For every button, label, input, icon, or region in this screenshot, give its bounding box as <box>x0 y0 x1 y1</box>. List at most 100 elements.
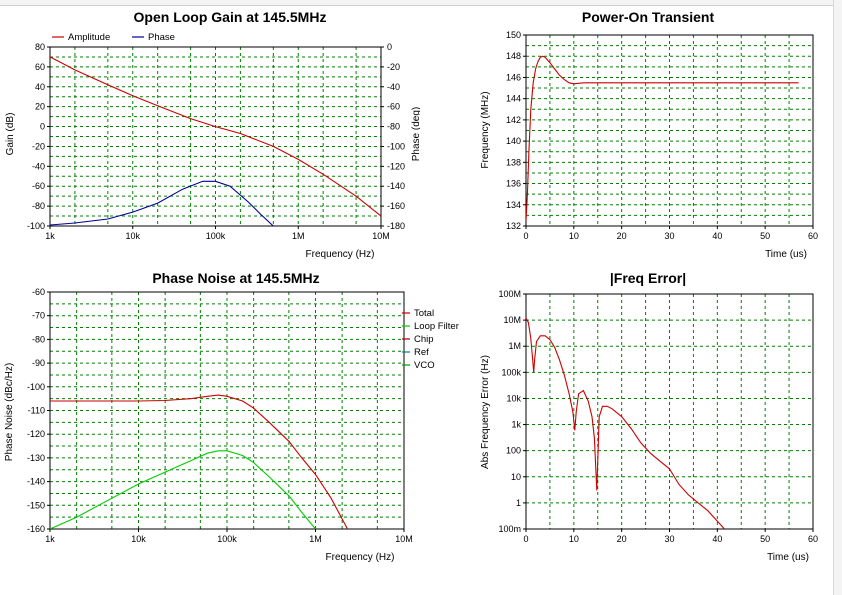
x-axis-label: Frequency (Hz) <box>326 552 395 563</box>
x-tick-label: 30 <box>664 231 674 241</box>
grid-lines <box>526 294 813 529</box>
y-axis-label: Phase Noise (dBc/Hz) <box>4 363 15 461</box>
y-tick-label: 60 <box>35 62 45 72</box>
y-tick-label: 20 <box>35 102 45 112</box>
x-tick-label: 10M <box>372 231 390 241</box>
series-line-loop-filter <box>50 450 316 529</box>
y-axis-label: Abs Frequency Error (Hz) <box>480 355 491 469</box>
y-tick-label: -160 <box>27 524 45 534</box>
x-tick-label: 40 <box>712 534 722 544</box>
x-tick-label: 30 <box>664 534 674 544</box>
y-tick-label: 136 <box>506 179 521 189</box>
series-line-amplitude <box>50 56 381 217</box>
y2-tick-label: -100 <box>387 141 405 151</box>
y-tick-label: 146 <box>506 72 521 82</box>
y-tick-label: 100M <box>498 289 521 299</box>
chart-title: |Freq Error| <box>610 270 686 286</box>
x-tick-label: 50 <box>760 534 770 544</box>
y-tick-label: -130 <box>27 453 45 463</box>
legend-label: Loop Filter <box>414 321 459 332</box>
y-tick-label: 10 <box>511 472 521 482</box>
chart-title: Phase Noise at 145.5MHz <box>152 270 319 286</box>
x-tick-label: 1M <box>292 231 305 241</box>
x-tick-label: 60 <box>808 231 818 241</box>
y2-tick-label: -60 <box>387 102 400 112</box>
x-tick-label: 10 <box>569 231 579 241</box>
x-tick-label: 0 <box>523 231 528 241</box>
y2-tick-label: -160 <box>387 201 405 211</box>
y-tick-label: 10M <box>503 315 521 325</box>
y2-tick-label: -80 <box>387 122 400 132</box>
legend-label: Chip <box>414 334 434 345</box>
y-tick-label: -150 <box>27 500 45 510</box>
phase-noise-chart: Phase Noise at 145.5MHz Frequency (Hz) P… <box>4 270 459 563</box>
x-tick-label: 0 <box>523 534 528 544</box>
y-tick-label: 148 <box>506 51 521 61</box>
y-tick-label: 100k <box>501 367 521 377</box>
legend-label: Phase <box>148 32 175 43</box>
x-tick-label: 1k <box>45 231 55 241</box>
y-axis-label: Frequency (MHz) <box>480 91 491 168</box>
y2-tick-label: -120 <box>387 161 405 171</box>
y-tick-label: -110 <box>28 406 45 416</box>
series-line-0 <box>526 55 799 221</box>
grid-lines <box>50 47 381 226</box>
series-line-0 <box>526 317 725 529</box>
y-tick-label: 100m <box>498 524 521 534</box>
y2-tick-label: -40 <box>387 82 400 92</box>
y-tick-label: 138 <box>506 157 521 167</box>
x-tick-label: 1M <box>309 534 322 544</box>
chart-title: Power-On Transient <box>582 9 715 25</box>
y-tick-label: 80 <box>35 42 45 52</box>
y-tick-label: 0 <box>40 122 45 132</box>
y-tick-label: 100 <box>506 446 521 456</box>
x-tick-label: 20 <box>617 534 627 544</box>
x-axis-label: Frequency (Hz) <box>306 249 375 260</box>
x-tick-label: 10k <box>131 534 146 544</box>
y-tick-label: 1k <box>511 420 521 430</box>
y2-axis-label: Phase (deg) <box>411 107 420 161</box>
x-tick-label: 50 <box>760 231 770 241</box>
x-tick-label: 10M <box>395 534 413 544</box>
y-tick-label: -80 <box>32 334 45 344</box>
y-tick-label: 144 <box>506 94 521 104</box>
y-tick-label: -60 <box>32 181 45 191</box>
y2-tick-label: -140 <box>387 181 405 191</box>
open-loop-gain-chart: Open Loop Gain at 145.5MHz Frequency (Hz… <box>5 9 420 260</box>
y-tick-label: 142 <box>506 115 521 125</box>
y-axis-label: Gain (dB) <box>5 113 16 156</box>
y-tick-label: 132 <box>506 221 521 231</box>
y2-tick-label: 0 <box>387 42 392 52</box>
legend-label: Total <box>414 308 434 319</box>
x-tick-label: 1k <box>45 534 55 544</box>
window-top-edge <box>0 0 842 6</box>
y-tick-label: -20 <box>32 141 45 151</box>
x-tick-label: 20 <box>617 231 627 241</box>
y-tick-label: -120 <box>27 429 45 439</box>
x-tick-label: 40 <box>712 231 722 241</box>
y-tick-label: 1 <box>516 498 521 508</box>
series-line-phase <box>50 180 274 226</box>
y-tick-label: -100 <box>27 382 45 392</box>
y-tick-label: -90 <box>32 358 45 368</box>
x-tick-label: 60 <box>808 534 818 544</box>
y-tick-label: -70 <box>32 311 45 321</box>
y-tick-label: 150 <box>506 30 521 40</box>
y-tick-label: -60 <box>32 287 45 297</box>
legend-label: VCO <box>414 360 435 371</box>
y-tick-label: 1M <box>508 341 521 351</box>
y-tick-label: 10k <box>506 393 521 403</box>
y2-tick-label: -180 <box>387 221 405 231</box>
x-tick-label: 10k <box>125 231 140 241</box>
y-tick-label: -140 <box>27 477 45 487</box>
legend-label: Amplitude <box>68 32 110 43</box>
x-axis-label: Time (us) <box>765 249 807 260</box>
y-tick-label: 134 <box>506 200 521 210</box>
chart-title: Open Loop Gain at 145.5MHz <box>134 9 327 25</box>
power-on-transient-chart: Power-On Transient Time (us) Frequency (… <box>480 9 818 260</box>
y-tick-label: -100 <box>27 221 45 231</box>
x-axis-label: Time (us) <box>767 552 809 563</box>
series-line-total <box>50 394 348 529</box>
x-tick-label: 100k <box>217 534 237 544</box>
